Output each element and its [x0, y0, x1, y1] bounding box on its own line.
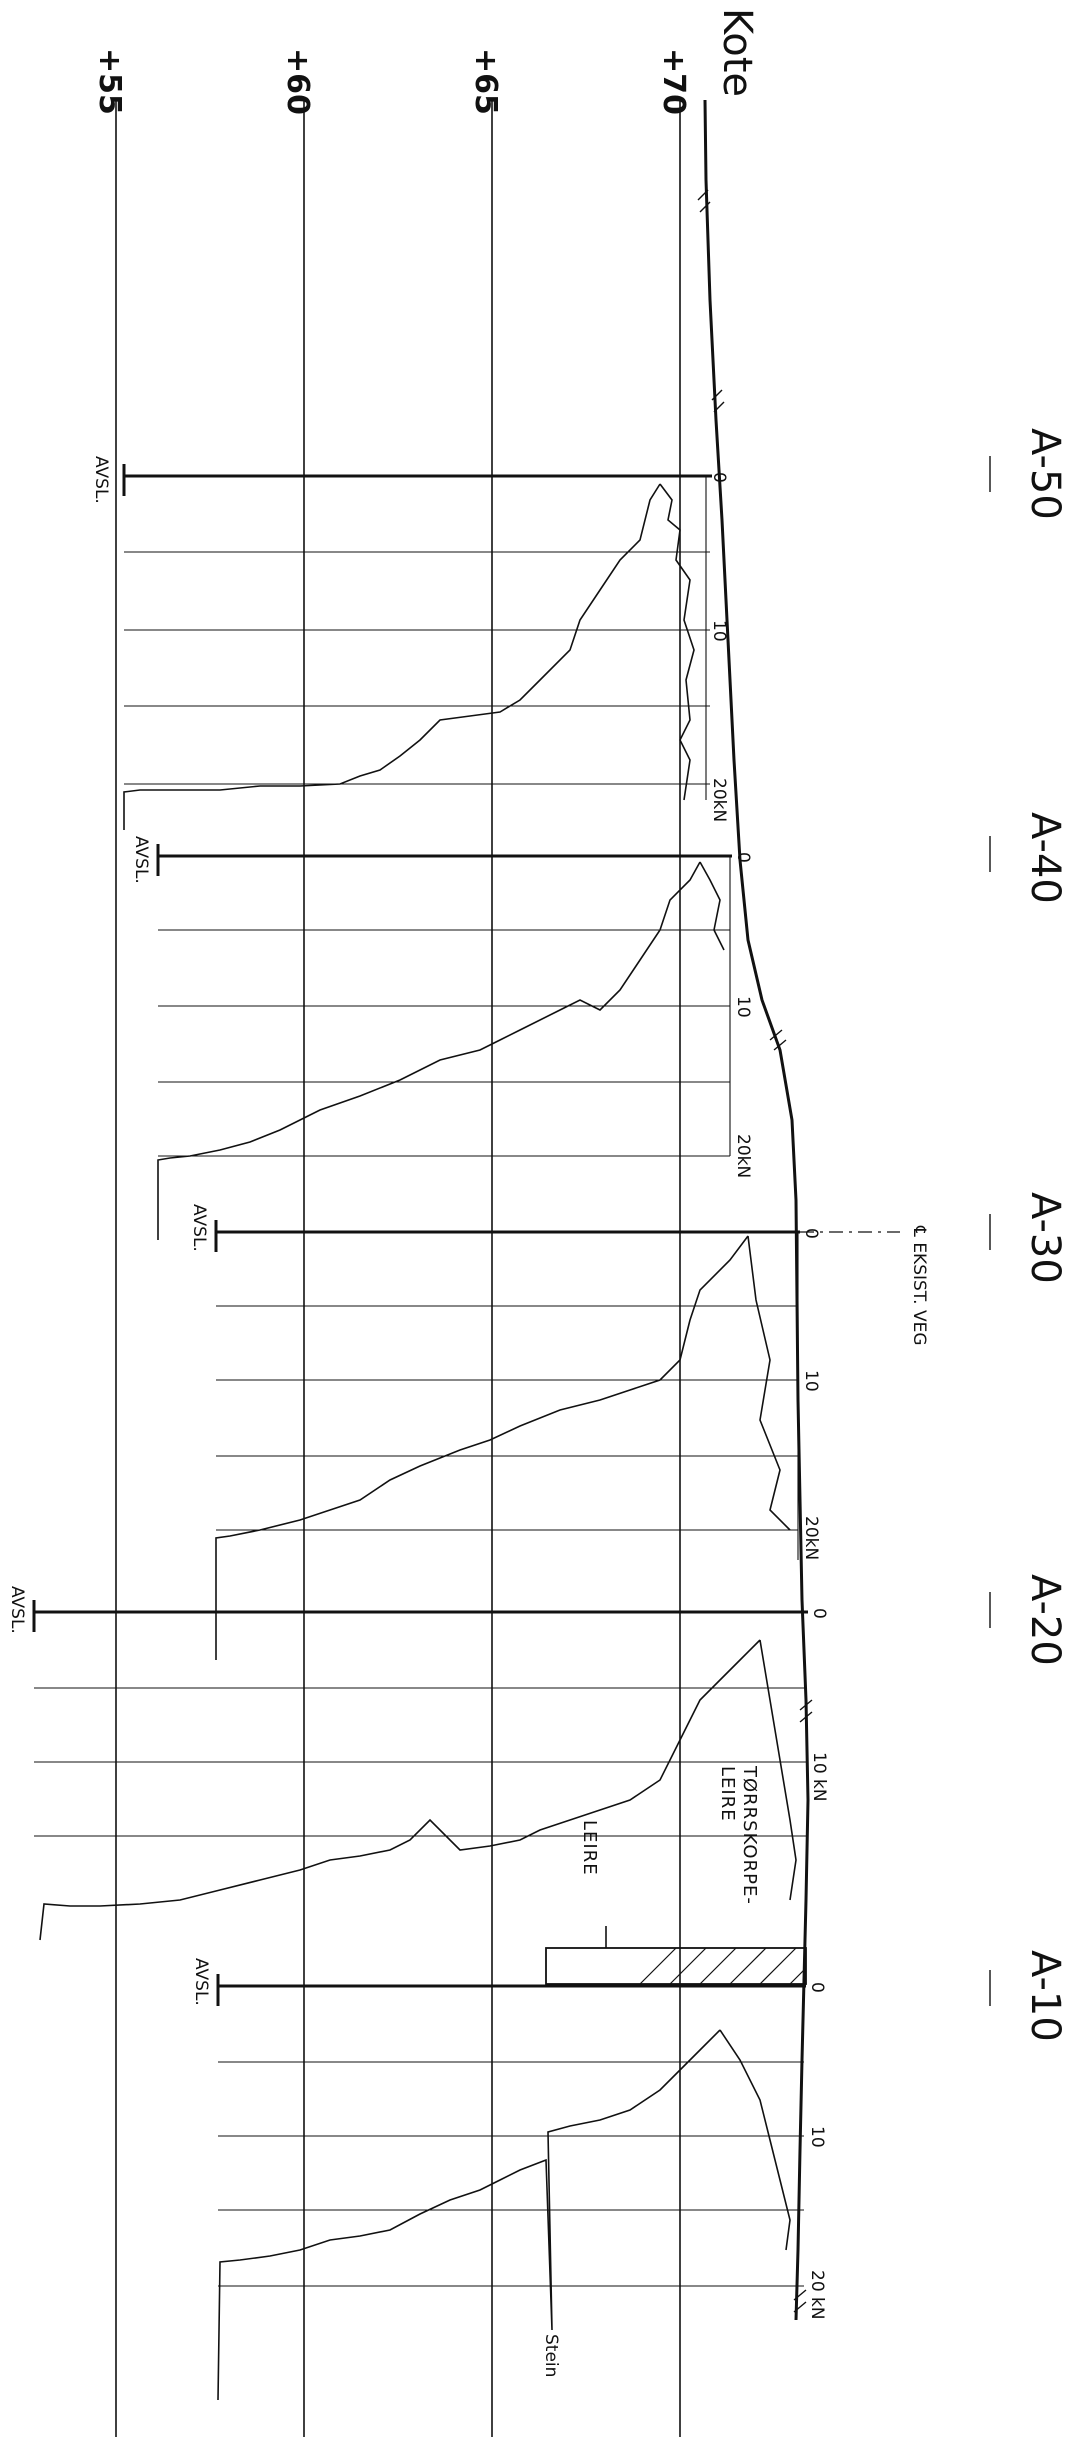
- kote-label-55: +55: [92, 48, 127, 115]
- profile-label-a20: A-20: [1022, 1574, 1068, 1666]
- avsl-label-a40: AVSL.: [131, 836, 151, 884]
- force-zero-a30: 0: [801, 1228, 821, 1239]
- profile-a10: A-10 AVSL. 0 10 20 kN Stein: [191, 1950, 1068, 2401]
- force-zero-a40: 0: [733, 852, 753, 863]
- force-twenty-a30: 20kN: [801, 1516, 821, 1560]
- force-ten-a40: 10: [733, 996, 753, 1018]
- avsl-label-a20: AVSL.: [7, 1586, 27, 1634]
- force-ten-a30: 10: [801, 1370, 821, 1392]
- force-zero-a20: 0: [809, 1608, 829, 1619]
- force-zero-a10: 0: [807, 1982, 827, 1993]
- terrain-hatch-marks: [697, 189, 813, 2313]
- force-ten-a10: 10: [807, 2126, 827, 2148]
- elevation-grid: [115, 100, 681, 2437]
- terrain-surface-line: [703, 99, 810, 2321]
- kote-label-65: +65: [468, 48, 503, 115]
- profile-a50: A-50 AVSL. 0 10 20kN: [91, 428, 1068, 830]
- force-twenty-a40: 20kN: [733, 1134, 753, 1178]
- sounding-curve-a10: [217, 2029, 791, 2401]
- dry-crust-label-line2: LEIRE: [717, 1766, 738, 1822]
- avsl-label-a50: AVSL.: [91, 456, 111, 504]
- stone-label: Stein: [541, 2334, 561, 2377]
- force-ten-a50: 10: [709, 620, 729, 642]
- force-twenty-a10: 20 kN: [807, 2270, 827, 2320]
- sounding-curve-a20: [39, 1639, 797, 1941]
- clay-label: LEIRE: [579, 1820, 600, 1876]
- force-zero-a50: 0: [709, 472, 729, 483]
- profile-a20: A-20 AVSL. 0 10 kN TØRRSKORPE- LEIRE LEI…: [7, 1574, 1068, 1941]
- avsl-label-a10: AVSL.: [191, 1958, 211, 2006]
- kote-label-60: +60: [280, 48, 315, 115]
- profile-label-a40: A-40: [1022, 812, 1068, 904]
- sounding-curve-a40: [157, 861, 725, 1240]
- kote-label-70: +70: [656, 48, 691, 115]
- road-centerline-label: ℄ EKSIST. VEG: [909, 1225, 929, 1346]
- profile-label-a50: A-50: [1022, 428, 1068, 520]
- profile-label-a10: A-10: [1022, 1950, 1068, 2042]
- dry-crust-label-line1: TØRRSKORPE-: [739, 1765, 760, 1905]
- profile-a30: A-30 ℄ EKSIST. VEG AVSL. 0 10 20kN: [189, 1192, 1068, 1660]
- elevation-labels: Kote +70 +65 +60 +55: [92, 8, 760, 115]
- avsl-label-a30: AVSL.: [189, 1204, 209, 1252]
- profile-label-a30: A-30: [1022, 1192, 1068, 1284]
- dry-crust-layer-box: [545, 1926, 807, 1985]
- sounding-curve-a30: [215, 1235, 791, 1660]
- sounding-curve-a50: [123, 483, 695, 830]
- force-twenty-a50: 20kN: [709, 778, 729, 822]
- force-ten-a20: 10 kN: [809, 1752, 829, 1802]
- profile-a40: A-40 AVSL. 0 10 20kN: [131, 812, 1068, 1240]
- kote-title: Kote: [714, 8, 760, 97]
